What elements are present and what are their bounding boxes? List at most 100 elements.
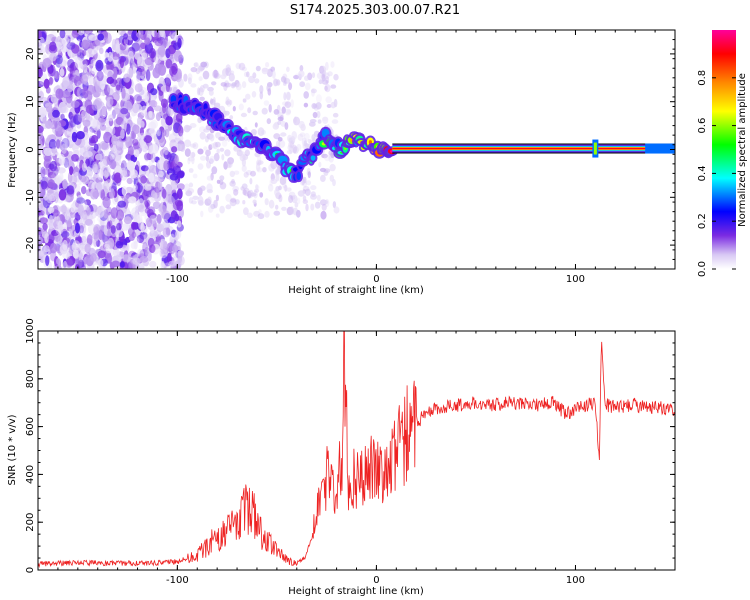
spectrogram-cell [91,102,100,111]
spectrogram-cell [200,210,204,218]
spectrogram-cell [321,203,327,211]
spectrogram-cell [276,79,281,86]
spectrogram-cell [111,135,118,146]
spectrogram-cell [197,66,204,73]
spectrogram-cell [83,78,91,86]
spectrogram-cell [272,123,279,130]
spectrogram-cell [99,169,108,176]
spectrogram-cell [282,81,287,86]
spectrogram-cell [321,73,326,82]
spectrogram-cell [247,212,253,219]
spectrogram-cell [104,32,112,44]
spectrogram-cell [112,56,120,65]
spectrogram-cell [238,62,246,71]
spectrogram-cell [144,153,150,161]
spectrogram-cell [257,155,262,163]
spectrogram-cell [254,78,260,84]
spectrogram-cell [174,213,180,222]
spectrogram-cell [43,245,50,253]
spectrogram-cell [288,82,293,91]
spectrogram-cell [324,154,331,162]
spectrogram-cell [96,87,102,97]
spectrogram-cell [148,111,153,118]
spectrogram-cell [175,199,183,207]
y-tick-label: 1000 [25,318,36,343]
spectrogram-cell [219,175,225,181]
spectrogram-cell [67,38,74,48]
spectrogram-cell [227,157,235,165]
spectrogram-cell [99,124,107,131]
spectrogram-cell [255,184,259,190]
spectrogram-cell [284,122,289,130]
spectrogram-cell [110,126,116,136]
spectrogram-cell [128,52,134,59]
spectrogram-cell [97,259,104,267]
spectrogram-cell [226,110,230,116]
spectrogram-cell [96,70,104,82]
spectrogram-cell [174,230,179,242]
spectrogram-cell [275,173,280,182]
spectrogram-cell [100,80,106,91]
spectrogram-cell [123,33,128,40]
spectrogram-cell [93,226,100,236]
spectrogram-cell [58,154,66,166]
spectrogram-cell [49,77,54,85]
spectrogram-cell [245,170,252,176]
spectrogram-cell [231,178,235,184]
spectrogram-cell [86,206,91,216]
spectrogram-cell [57,167,66,174]
spectrogram-cell [187,156,195,162]
spectrogram-cell [325,76,330,84]
spectrogram-cell [232,185,240,192]
spectrogram-cell [150,88,158,96]
spectrogram-cell [66,236,72,248]
spectrogram-cell [191,200,197,205]
spectrogram-cell [123,216,132,225]
spectrogram-cell [86,146,92,153]
spectrogram-cell [249,178,253,185]
spectrogram-cell [254,122,258,128]
spectrogram-cell [295,209,301,218]
spectrogram-cell [187,188,195,194]
spectrogram-cell [329,163,336,172]
spectrogram-cell [196,87,201,96]
colorbar-gradient [712,30,736,269]
spectrogram-cell [119,56,125,69]
spectrogram-cell [177,183,185,191]
spectrogram-cell [252,199,257,204]
spectrogram-cell [246,71,250,78]
spectrogram-cell [183,183,191,193]
spectrogram-cell [96,41,103,51]
spectrogram-cell [194,62,199,68]
spectrogram-cell [42,222,48,231]
spectrogram-cell [95,59,104,72]
spectrogram-cell [148,172,155,183]
spectrogram-cell [98,218,103,227]
spectrogram-cell [278,139,286,148]
spectrogram-cell [225,100,230,106]
spectrogram-cell [261,67,269,75]
spectrogram-cell [184,148,191,157]
spectrogram-cell [38,94,42,106]
spectrogram-cell [55,54,63,65]
spectrogram-cell [167,195,175,205]
spectrogram-cell [134,83,143,93]
spectrogram-cell [192,142,199,150]
spectrogram-cell [208,158,214,165]
spectrogram-cell [333,73,339,81]
spectrogram-cell [210,143,217,149]
spectrogram-cell [96,80,103,87]
spectrogram-cell [49,215,58,225]
snr-panel: -100 0 100 0 200 400 600 800 1000 Height of str… [7,318,676,597]
spectrogram-cell [101,105,107,117]
spectrogram-cell [88,139,96,146]
spectrogram-cell [256,167,263,173]
spectrogram-cell [322,116,329,122]
spectrogram-cell [99,158,107,168]
spectrogram-cell [250,129,257,136]
spectrogram-cell [61,143,67,154]
spectrogram-cell [151,190,156,199]
spectrogram-cell [62,178,68,190]
spectrogram-cell [140,175,148,184]
y-tick-label: -10 [25,189,36,205]
